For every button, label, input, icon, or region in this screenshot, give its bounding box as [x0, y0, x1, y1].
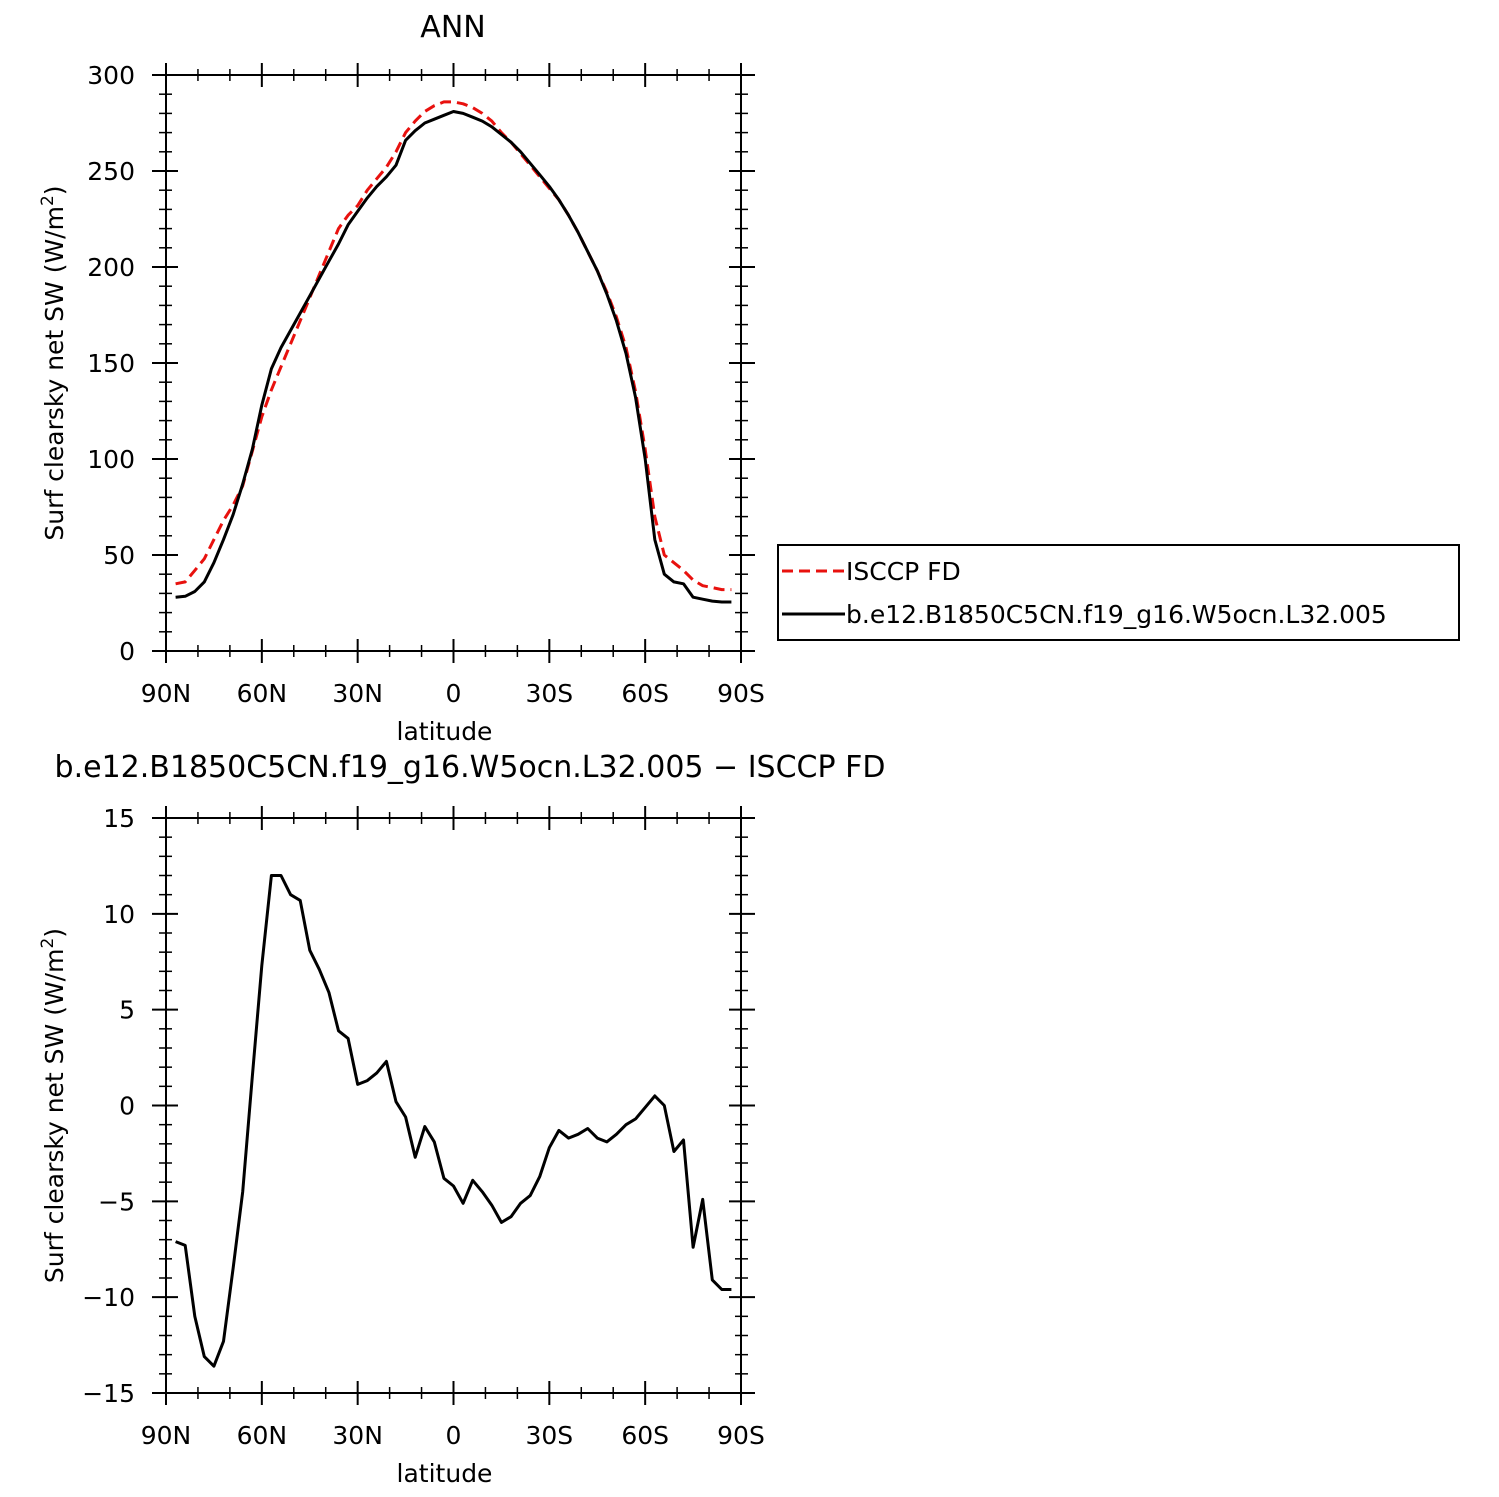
x-tick-label: 0 — [446, 1421, 462, 1450]
y-tick-label: −15 — [82, 1379, 135, 1408]
x-tick-label: 30S — [525, 1421, 573, 1450]
y-tick-label: 0 — [119, 637, 135, 666]
legend: ISCCP FD b.e12.B1850C5CN.f19_g16.W5ocn.L3… — [777, 544, 1460, 641]
y-tick-label: 250 — [87, 157, 135, 186]
y-tick-label: 300 — [87, 61, 135, 90]
x-tick-label: 30S — [525, 679, 573, 708]
y-axis-title-main: Surf clearsky net SW (W/m — [40, 206, 69, 541]
series-line-model — [175, 110, 732, 604]
y-tick-label: 15 — [103, 804, 135, 833]
x-tick-label: 90S — [717, 679, 765, 708]
y-axis-title-sup: 2 — [38, 938, 58, 949]
y-tick-label: 200 — [87, 253, 135, 282]
y-axis-title: Surf clearsky net SW (W/m2) — [38, 928, 69, 1283]
x-tick-label: 60S — [621, 679, 669, 708]
x-tick-label: 60S — [621, 1421, 669, 1450]
y-axis-title-close: ) — [40, 928, 69, 938]
x-tick-label: 30N — [332, 679, 383, 708]
plot-frame — [165, 74, 742, 652]
series-line-isccp — [175, 100, 732, 592]
legend-label: ISCCP FD — [846, 557, 961, 586]
y-tick-label: 100 — [87, 445, 135, 474]
x-tick-label: 90S — [717, 1421, 765, 1450]
plot-frame — [165, 817, 742, 1394]
y-tick-label: −10 — [82, 1283, 135, 1312]
y-tick-label: 50 — [103, 541, 135, 570]
y-tick-label: 5 — [119, 996, 135, 1025]
y-axis-title: Surf clearsky net SW (W/m2) — [38, 185, 69, 540]
y-axis-title-main: Surf clearsky net SW (W/m — [40, 949, 69, 1284]
x-axis-title: latitude — [397, 1459, 493, 1488]
y-axis-title-close: ) — [40, 185, 69, 195]
x-tick-label: 90N — [141, 679, 192, 708]
series-line-model — [175, 874, 732, 1368]
legend-box — [777, 544, 1460, 641]
legend-label: b.e12.B1850C5CN.f19_g16.W5ocn.L32.005 — [846, 600, 1387, 629]
x-tick-label: 90N — [141, 1421, 192, 1450]
chart-title: ANN — [420, 10, 485, 45]
y-tick-label: −5 — [98, 1187, 135, 1216]
bottom-chart: b.e12.B1850C5CN.f19_g16.W5ocn.L32.005 − … — [38, 750, 885, 1488]
y-axis-title-sup: 2 — [38, 195, 58, 206]
y-tick-label: 10 — [103, 900, 135, 929]
x-axis-title: latitude — [397, 717, 493, 746]
x-tick-label: 0 — [446, 679, 462, 708]
x-tick-label: 60N — [237, 1421, 288, 1450]
top-chart: ANN 90N 60N 30N 0 30S 60S 90S 0 50 100 150 200 250 300… — [38, 10, 765, 746]
x-tick-label: 60N — [237, 679, 288, 708]
y-tick-label: 150 — [87, 349, 135, 378]
x-tick-label: 30N — [332, 1421, 383, 1450]
y-tick-label: 0 — [119, 1092, 135, 1121]
chart-title: b.e12.B1850C5CN.f19_g16.W5ocn.L32.005 − … — [55, 750, 886, 785]
